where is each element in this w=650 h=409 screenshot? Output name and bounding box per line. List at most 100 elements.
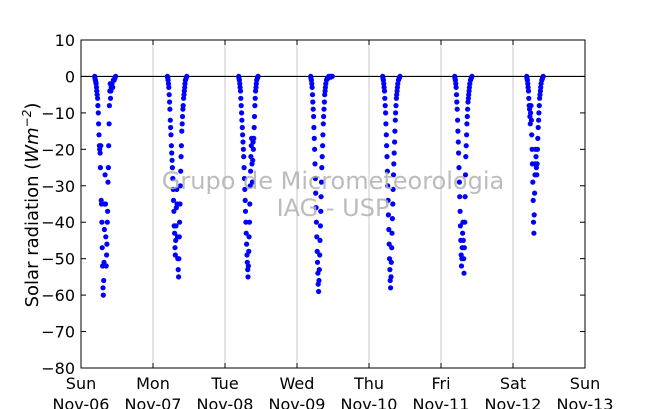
data-point	[382, 95, 388, 101]
data-point	[532, 190, 538, 196]
x-tick-label-date: Nov-08	[197, 395, 254, 409]
data-point	[182, 84, 188, 90]
data-point	[251, 113, 258, 120]
data-point	[321, 99, 327, 105]
data-point	[535, 135, 541, 141]
x-tick-label-day: Tue	[210, 374, 238, 393]
data-point	[170, 197, 177, 203]
data-point	[540, 73, 546, 79]
data-point	[172, 252, 178, 258]
watermark-line-2: IAG - USP	[277, 194, 390, 222]
data-point	[456, 179, 462, 185]
data-point	[313, 219, 319, 225]
data-point	[113, 73, 119, 79]
data-point	[243, 230, 249, 236]
data-point	[388, 259, 394, 265]
data-point	[309, 92, 316, 98]
data-point	[530, 179, 536, 185]
data-point	[385, 183, 391, 189]
data-point	[316, 277, 322, 284]
data-point	[169, 165, 175, 171]
data-point	[176, 274, 182, 280]
data-point	[105, 179, 111, 185]
data-point	[386, 226, 392, 233]
data-point	[313, 205, 319, 211]
y-tick-label: −70	[41, 323, 75, 342]
data-point	[312, 161, 318, 167]
data-point	[169, 157, 175, 163]
data-point	[316, 267, 322, 273]
data-point	[320, 143, 326, 149]
y-tick-label: −20	[41, 140, 75, 159]
y-tick-label: −60	[41, 286, 75, 305]
data-point	[311, 113, 317, 120]
x-tick-label-day: Sun	[66, 374, 96, 393]
data-point	[384, 143, 390, 149]
data-point	[385, 197, 391, 203]
data-point	[237, 88, 244, 94]
data-point	[382, 103, 388, 109]
data-point	[103, 234, 109, 240]
data-point	[384, 154, 390, 160]
y-tick-label: −40	[41, 213, 75, 232]
data-point	[531, 212, 537, 218]
data-point	[245, 274, 251, 280]
data-point	[463, 143, 469, 149]
data-point	[170, 175, 176, 182]
data-point	[310, 106, 316, 112]
x-axis-ticks: Sun Nov-06 Mon Nov-07 Tue Nov-08 Wed Nov-09 Thu N…	[53, 40, 613, 409]
data-point	[383, 132, 389, 138]
data-point	[106, 103, 112, 109]
data-point	[319, 154, 325, 160]
data-point	[528, 103, 534, 109]
data-point	[243, 219, 249, 225]
data-point	[255, 73, 261, 79]
x-tick-label-day: Wed	[280, 374, 315, 393]
data-point	[454, 106, 460, 112]
data-point	[389, 216, 395, 222]
data-point	[391, 150, 397, 156]
data-point	[167, 117, 173, 123]
data-point	[455, 139, 461, 145]
y-tick-label: −30	[41, 177, 75, 196]
data-point	[102, 201, 109, 207]
data-point	[179, 113, 186, 120]
data-point	[110, 84, 116, 90]
data-point	[104, 252, 110, 258]
data-point	[312, 175, 318, 182]
data-point	[99, 245, 105, 251]
data-point	[392, 128, 398, 134]
data-point	[253, 84, 259, 90]
data-point	[311, 124, 317, 131]
x-tick-label-day: Thu	[353, 374, 384, 393]
data-point	[314, 259, 321, 265]
data-point	[536, 110, 542, 116]
data-point	[528, 117, 535, 123]
data-point	[176, 234, 182, 240]
x-tick-label-date: Nov-07	[125, 395, 182, 409]
data-point	[529, 132, 535, 138]
data-point	[242, 197, 248, 203]
data-point	[240, 139, 246, 145]
data-point	[241, 165, 247, 171]
data-point	[534, 161, 540, 167]
data-point	[469, 73, 475, 79]
data-point	[530, 219, 537, 225]
data-point	[329, 73, 335, 79]
data-point	[169, 150, 175, 156]
data-point	[178, 168, 184, 174]
data-point	[174, 186, 180, 192]
data-point	[177, 201, 183, 207]
data-point	[102, 172, 108, 178]
y-tick-label: 10	[55, 31, 75, 50]
data-point	[387, 267, 393, 273]
data-point	[457, 223, 463, 229]
data-point	[393, 110, 399, 116]
data-points	[92, 73, 546, 298]
data-point	[388, 274, 394, 280]
data-point	[388, 285, 394, 291]
data-point	[103, 263, 109, 269]
data-point	[251, 135, 257, 141]
data-point	[526, 95, 532, 101]
data-point	[95, 110, 101, 116]
